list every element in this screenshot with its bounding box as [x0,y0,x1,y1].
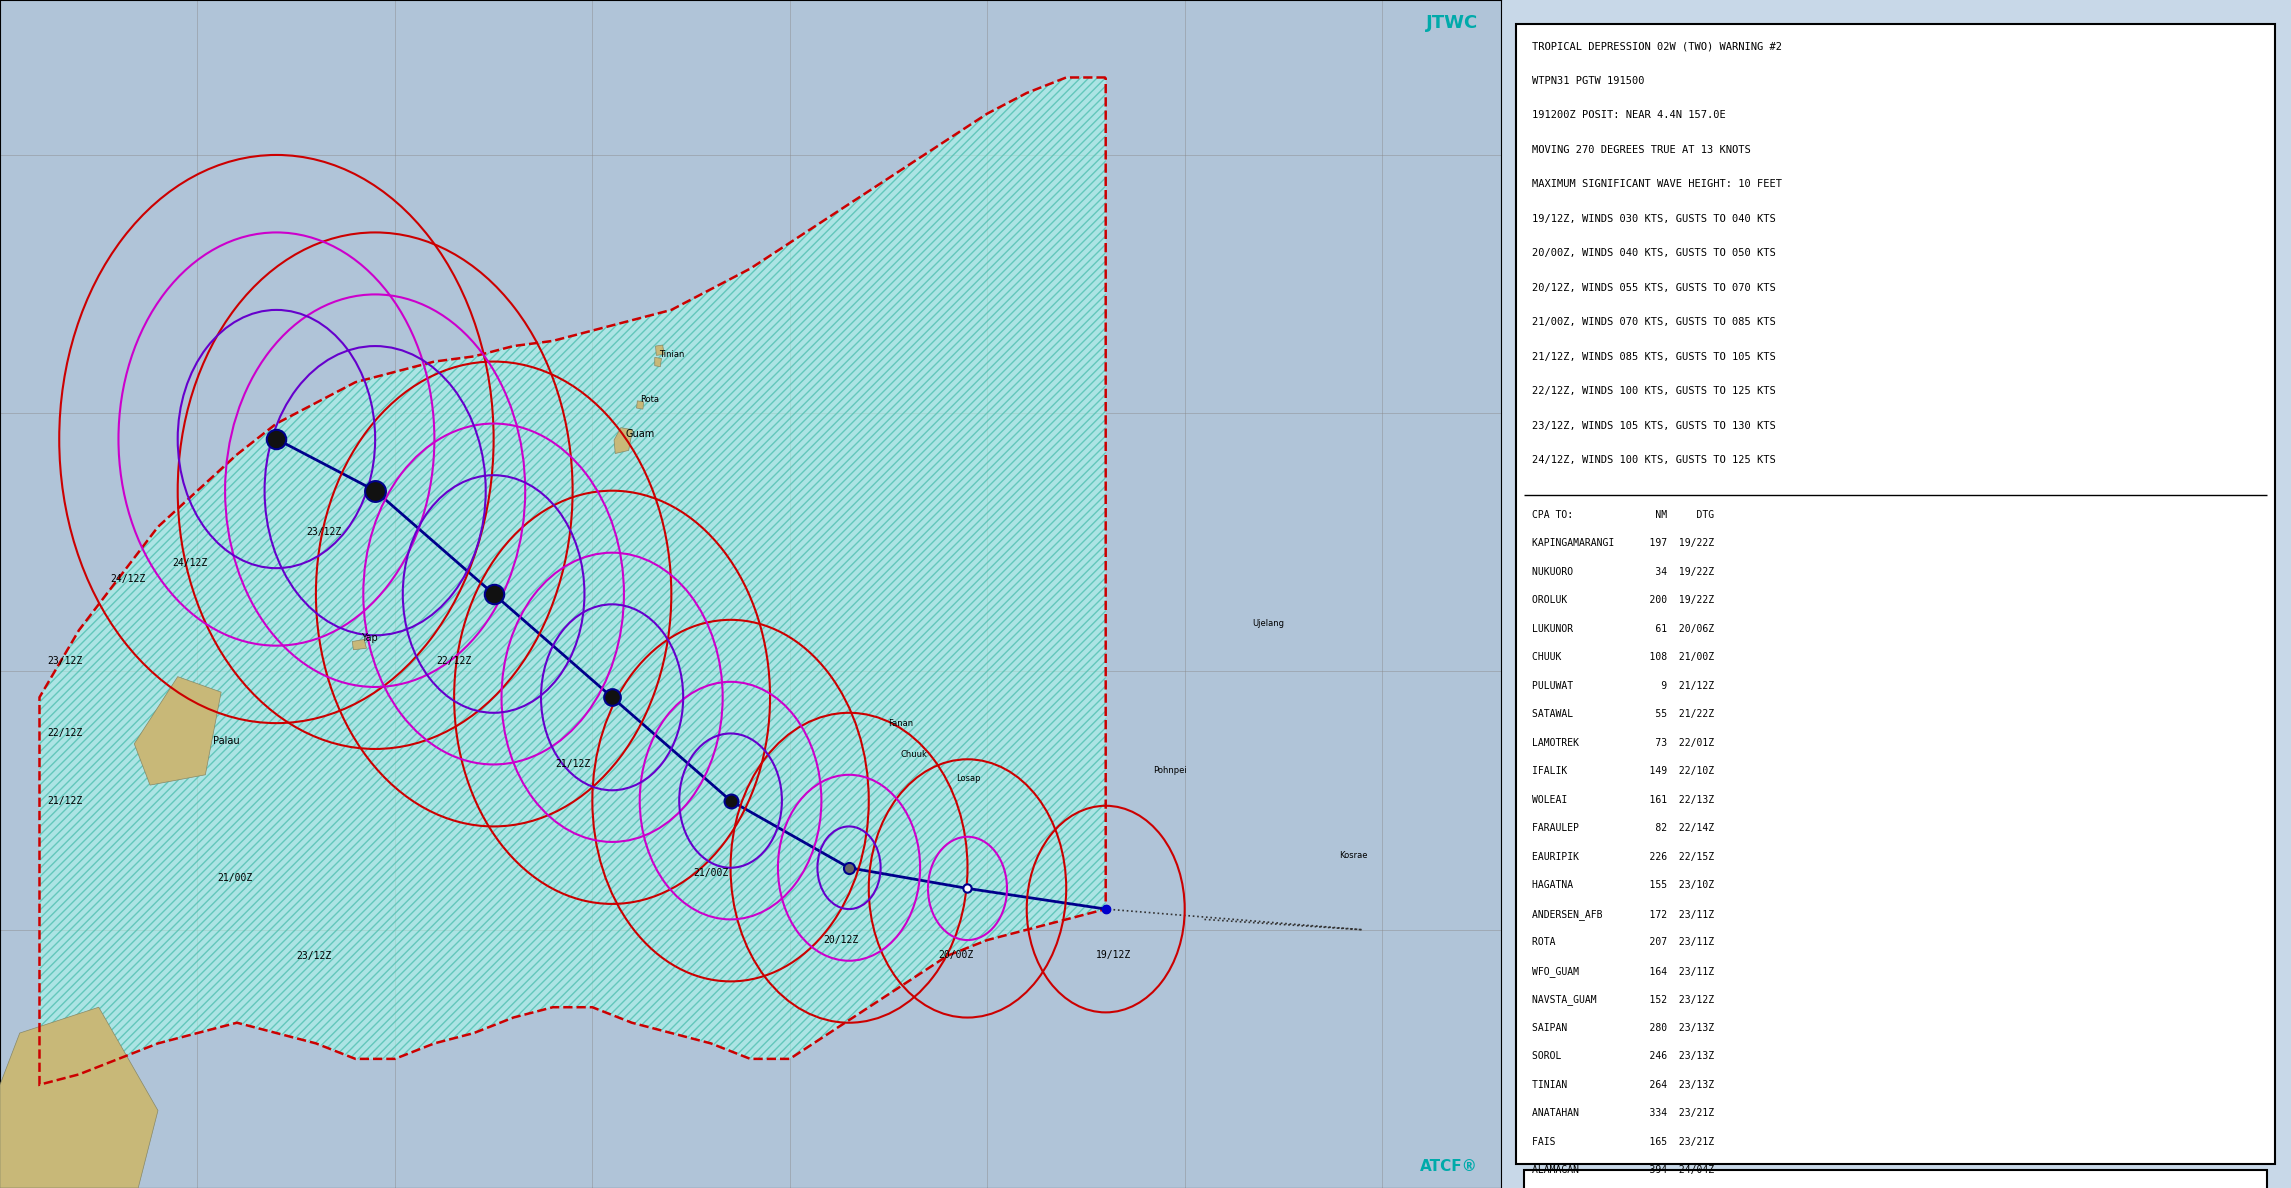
Polygon shape [135,677,222,785]
Text: SOROL               246  23/13Z: SOROL 246 23/13Z [1533,1051,1714,1061]
Text: NUKUORO              34  19/22Z: NUKUORO 34 19/22Z [1533,567,1714,576]
Text: 21/12Z: 21/12Z [554,759,591,770]
Text: KAPINGAMARANGI      197  19/22Z: KAPINGAMARANGI 197 19/22Z [1533,538,1714,548]
Text: 20/00Z: 20/00Z [937,950,974,960]
Text: Fanan: Fanan [889,719,914,728]
Text: 191200Z POSIT: NEAR 4.4N 157.0E: 191200Z POSIT: NEAR 4.4N 157.0E [1533,110,1725,120]
Text: IFALIK              149  22/10Z: IFALIK 149 22/10Z [1533,766,1714,776]
Text: JTWC: JTWC [1425,14,1478,32]
Text: 23/12Z: 23/12Z [48,656,82,666]
Text: 21/12Z: 21/12Z [48,796,82,805]
Text: 21/00Z, WINDS 070 KTS, GUSTS TO 085 KTS: 21/00Z, WINDS 070 KTS, GUSTS TO 085 KTS [1533,317,1776,327]
Text: 24/12Z: 24/12Z [172,558,206,568]
Text: 21/00Z: 21/00Z [694,867,729,878]
Text: 20/00Z, WINDS 040 KTS, GUSTS TO 050 KTS: 20/00Z, WINDS 040 KTS, GUSTS TO 050 KTS [1533,248,1776,258]
Text: 24/12Z, WINDS 100 KTS, GUSTS TO 125 KTS: 24/12Z, WINDS 100 KTS, GUSTS TO 125 KTS [1533,455,1776,465]
Text: WFO_GUAM            164  23/11Z: WFO_GUAM 164 23/11Z [1533,966,1714,977]
Text: LUKUNOR              61  20/06Z: LUKUNOR 61 20/06Z [1533,624,1714,633]
Polygon shape [353,639,367,650]
Text: 21/12Z, WINDS 085 KTS, GUSTS TO 105 KTS: 21/12Z, WINDS 085 KTS, GUSTS TO 105 KTS [1533,352,1776,361]
Text: SAIPAN              280  23/13Z: SAIPAN 280 23/13Z [1533,1023,1714,1032]
Text: ROTA                207  23/11Z: ROTA 207 23/11Z [1533,937,1714,947]
Polygon shape [614,428,632,454]
Text: Ujelang: Ujelang [1251,619,1283,627]
Text: 20/12Z, WINDS 055 KTS, GUSTS TO 070 KTS: 20/12Z, WINDS 055 KTS, GUSTS TO 070 KTS [1533,283,1776,292]
Text: CPA TO:              NM     DTG: CPA TO: NM DTG [1533,510,1714,519]
Text: 22/12Z, WINDS 100 KTS, GUSTS TO 125 KTS: 22/12Z, WINDS 100 KTS, GUSTS TO 125 KTS [1533,386,1776,396]
Text: Tinian: Tinian [660,350,685,359]
Text: Guam: Guam [625,429,655,440]
Text: 23/12Z: 23/12Z [307,526,341,537]
Text: 22/12Z: 22/12Z [48,728,82,739]
Text: 20/12Z: 20/12Z [822,935,859,944]
Text: ATCF®: ATCF® [1420,1158,1478,1174]
Text: MOVING 270 DEGREES TRUE AT 13 KNOTS: MOVING 270 DEGREES TRUE AT 13 KNOTS [1533,145,1750,154]
Text: FAIS                165  23/21Z: FAIS 165 23/21Z [1533,1137,1714,1146]
Text: ALAMAGAN            394  24/04Z: ALAMAGAN 394 24/04Z [1533,1165,1714,1175]
Text: 23/12Z, WINDS 105 KTS, GUSTS TO 130 KTS: 23/12Z, WINDS 105 KTS, GUSTS TO 130 KTS [1533,421,1776,430]
Text: TINIAN              264  23/13Z: TINIAN 264 23/13Z [1533,1080,1714,1089]
Text: Losap: Losap [955,773,981,783]
Text: WTPN31 PGTW 191500: WTPN31 PGTW 191500 [1533,76,1645,86]
Text: 21/00Z: 21/00Z [218,873,252,883]
Text: Rota: Rota [639,394,660,404]
Text: 22/12Z: 22/12Z [438,656,472,666]
Polygon shape [655,358,662,367]
Text: CHUUK               108  21/00Z: CHUUK 108 21/00Z [1533,652,1714,662]
Text: LAMOTREK             73  22/01Z: LAMOTREK 73 22/01Z [1533,738,1714,747]
Text: 24/12Z: 24/12Z [110,574,147,583]
Text: WOLEAI              161  22/13Z: WOLEAI 161 22/13Z [1533,795,1714,804]
Text: Kosrae: Kosrae [1338,851,1368,860]
Text: HAGATNA             155  23/10Z: HAGATNA 155 23/10Z [1533,880,1714,890]
Polygon shape [655,345,664,355]
Polygon shape [637,400,644,409]
Text: Palau: Palau [213,737,241,746]
Text: Pohnpei: Pohnpei [1152,766,1187,775]
Text: ANDERSEN_AFB        172  23/11Z: ANDERSEN_AFB 172 23/11Z [1533,909,1714,920]
Text: TROPICAL DEPRESSION 02W (TWO) WARNING #2: TROPICAL DEPRESSION 02W (TWO) WARNING #2 [1533,42,1782,51]
Text: 19/12Z, WINDS 030 KTS, GUSTS TO 040 KTS: 19/12Z, WINDS 030 KTS, GUSTS TO 040 KTS [1533,214,1776,223]
Text: EAURIPIK            226  22/15Z: EAURIPIK 226 22/15Z [1533,852,1714,861]
FancyBboxPatch shape [1524,1170,2268,1188]
Text: Yap: Yap [362,633,378,643]
FancyBboxPatch shape [1517,24,2275,1164]
Text: PULUWAT               9  21/12Z: PULUWAT 9 21/12Z [1533,681,1714,690]
Text: SATAWAL              55  21/22Z: SATAWAL 55 21/22Z [1533,709,1714,719]
Text: NAVSTA_GUAM         152  23/12Z: NAVSTA_GUAM 152 23/12Z [1533,994,1714,1005]
Text: MAXIMUM SIGNIFICANT WAVE HEIGHT: 10 FEET: MAXIMUM SIGNIFICANT WAVE HEIGHT: 10 FEET [1533,179,1782,189]
Polygon shape [0,1007,158,1188]
Text: 19/12Z: 19/12Z [1095,950,1132,960]
Text: 23/12Z: 23/12Z [296,950,332,961]
Text: FARAULEP             82  22/14Z: FARAULEP 82 22/14Z [1533,823,1714,833]
Text: Chuuk: Chuuk [900,751,928,759]
Text: OROLUK              200  19/22Z: OROLUK 200 19/22Z [1533,595,1714,605]
Text: ANATAHAN            334  23/21Z: ANATAHAN 334 23/21Z [1533,1108,1714,1118]
Polygon shape [39,77,1107,1085]
